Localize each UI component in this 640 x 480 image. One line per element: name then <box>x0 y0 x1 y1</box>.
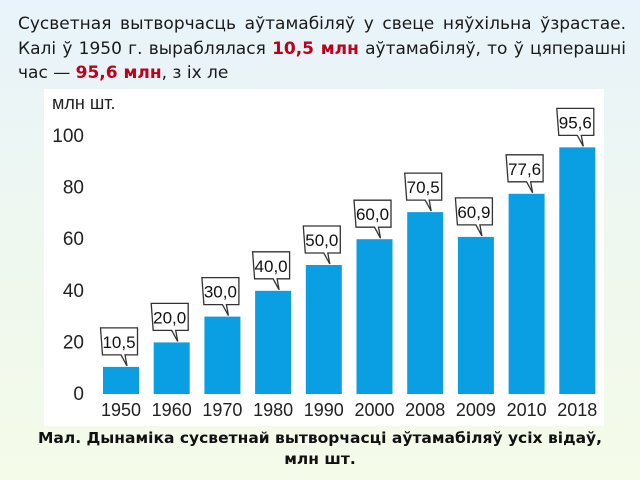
data-label-callout <box>454 197 494 237</box>
data-label-callout <box>302 225 341 265</box>
bar <box>255 290 292 394</box>
intro-highlight-current: 95,6 млн <box>75 63 162 83</box>
intro-highlight-1950: 10,5 млн <box>272 38 359 59</box>
x-tick-label: 1960 <box>152 400 192 420</box>
data-label: 77,6 <box>508 160 541 179</box>
data-label: 30,0 <box>204 283 237 302</box>
data-label-callout <box>201 276 240 316</box>
bar <box>407 212 444 394</box>
x-tick-label: 2000 <box>354 400 394 420</box>
x-tick-label: 1950 <box>101 400 141 420</box>
x-tick-label: 1990 <box>304 400 344 420</box>
bar <box>103 366 139 394</box>
data-label: 60,0 <box>356 205 389 224</box>
intro-part-1: Сусветная вытворчасць аўтамабіляў у свец… <box>18 14 626 59</box>
data-label: 20,0 <box>153 308 186 327</box>
intro-text: Сусветная вытворчасць аўтамабіляў у свец… <box>18 12 626 86</box>
data-label-callout <box>404 172 443 212</box>
data-label: 50,0 <box>305 231 338 250</box>
x-tick-label: 2010 <box>507 400 547 420</box>
data-label: 95,6 <box>559 113 592 132</box>
intro-part-2: аўтамабіляў, то ў цяперашні час — <box>18 38 626 84</box>
bar <box>508 193 545 394</box>
bar <box>204 316 241 394</box>
y-tick-label: 100 <box>52 126 84 147</box>
y-tick-label: 80 <box>63 178 84 199</box>
x-tick-label: 1980 <box>253 400 293 420</box>
y-tick-label: 60 <box>63 229 84 250</box>
bar <box>559 147 596 394</box>
bar <box>457 236 494 394</box>
intro-part-3: , з іх ле <box>161 63 229 83</box>
bar <box>305 265 342 394</box>
data-label-callout <box>556 107 595 147</box>
figure-caption: Мал. Дынаміка сусветнай вытворчасці аўта… <box>37 429 603 468</box>
x-tick-label: 2009 <box>456 400 496 420</box>
y-unit-label: млн шт. <box>52 93 116 113</box>
data-label: 70,5 <box>407 178 440 197</box>
x-tick-label: 2018 <box>557 400 597 420</box>
data-label: 60,9 <box>457 203 490 222</box>
data-label-callout <box>353 199 392 239</box>
data-label-callout <box>99 327 139 367</box>
data-label: 10,5 <box>102 333 135 352</box>
data-label-callout <box>505 154 544 194</box>
data-label: 40,0 <box>255 257 288 276</box>
bar <box>153 342 190 394</box>
bar-chart: млн шт. 0 20 40 60 80 100 10,5 1950 20,0 1960 30,0 1… <box>52 93 597 420</box>
bar <box>356 239 393 394</box>
y-tick-label: 40 <box>63 281 84 302</box>
chart-panel: млн шт. 0 20 40 60 80 100 10,5 1950 20,0 1960 30,0 1… <box>44 89 604 426</box>
x-tick-label: 1970 <box>202 400 242 420</box>
y-tick-label: 20 <box>63 332 84 353</box>
x-tick-label: 2008 <box>405 400 445 420</box>
y-tick-label: 0 <box>73 384 84 405</box>
data-label-callout <box>150 302 189 342</box>
data-label-callout <box>251 251 291 291</box>
